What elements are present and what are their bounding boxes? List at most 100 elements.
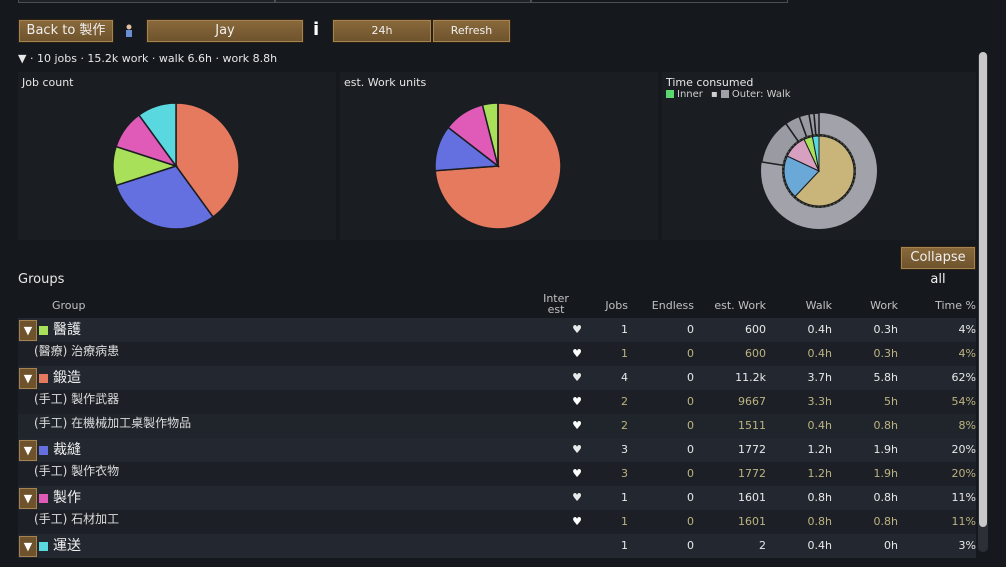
- scrollbar[interactable]: [978, 52, 988, 552]
- cell-endless: 0: [687, 515, 694, 528]
- chart-legend: Inner ▪ Outer: Walk: [666, 89, 791, 100]
- cell-interest[interactable]: ♥: [572, 323, 582, 336]
- cell-work: 0.3h: [873, 347, 898, 360]
- cell-work: 0.3h: [873, 323, 898, 336]
- group-name: 醫護: [53, 322, 81, 338]
- cell-work: 0.8h: [873, 491, 898, 504]
- chart-title: Time consumed: [666, 76, 754, 89]
- cell-est-work: 9667: [738, 395, 766, 408]
- cell-endless: 0: [687, 467, 694, 480]
- cell-interest[interactable]: ♥: [572, 419, 582, 432]
- time-consumed-donut: [760, 112, 877, 229]
- expand-toggle-icon[interactable]: ▼: [19, 488, 37, 509]
- col-group[interactable]: Group: [52, 299, 86, 312]
- cell-interest[interactable]: ♥: [572, 491, 582, 504]
- time-range-button[interactable]: 24h: [332, 19, 432, 43]
- job-name: (醫療) 治療病患: [34, 344, 120, 358]
- cell-est-work: 1511: [738, 419, 766, 432]
- cell-endless: 0: [687, 347, 694, 360]
- back-button[interactable]: Back to 製作: [18, 19, 114, 43]
- cell-time-pct: 4%: [958, 347, 976, 360]
- scrollbar-thumb[interactable]: [979, 52, 987, 527]
- cell-walk: 0.4h: [807, 419, 832, 432]
- expand-toggle-icon[interactable]: ▼: [19, 368, 37, 389]
- cell-work: 0h: [884, 539, 898, 552]
- job-row[interactable]: (手工) 在機械加工桌製作物品 ♥ 2 0 1511 0.4h 0.8h 8%: [18, 414, 976, 438]
- group-name: 運送: [53, 538, 81, 554]
- cell-work: 1.9h: [873, 467, 898, 480]
- cell-time-pct: 4%: [958, 323, 976, 336]
- tab[interactable]: [274, 0, 532, 3]
- est-work-pie: [434, 102, 562, 230]
- summary-line[interactable]: ▼ · 10 jobs · 15.2k work · walk 6.6h · w…: [18, 52, 278, 65]
- expand-toggle-icon[interactable]: ▼: [19, 536, 37, 557]
- legend-item-outer: ▪ Outer: Walk: [710, 89, 791, 100]
- cell-est-work: 1601: [738, 491, 766, 504]
- cell-est-work: 11.2k: [735, 371, 766, 384]
- job-row[interactable]: (手工) 石材加工 ♥ 1 0 1601 0.8h 0.8h 11%: [18, 510, 976, 534]
- pawn-selector-button[interactable]: Jay: [146, 19, 304, 43]
- job-row[interactable]: (醫療) 治療病患 ♥ 1 0 600 0.4h 0.3h 4%: [18, 342, 976, 366]
- col-jobs[interactable]: Jobs: [605, 299, 628, 312]
- group-color-swatch: [39, 326, 48, 335]
- refresh-button[interactable]: Refresh: [432, 19, 511, 43]
- cell-interest[interactable]: ♥: [572, 395, 582, 408]
- cell-interest[interactable]: ♥: [572, 443, 582, 456]
- pawn-icon: [126, 24, 132, 37]
- group-name: 裁縫: [53, 442, 81, 458]
- collapse-all-button[interactable]: Collapse all: [900, 246, 976, 287]
- cell-est-work: 1772: [738, 467, 766, 480]
- cell-walk: 0.8h: [807, 515, 832, 528]
- cell-jobs: 1: [621, 323, 628, 336]
- cell-time-pct: 3%: [958, 539, 976, 552]
- job-name: (手工) 石材加工: [34, 512, 120, 526]
- time-consumed-chart-panel: Time consumed Inner ▪ Outer: Walk: [662, 72, 976, 240]
- job-name: (手工) 製作武器: [34, 392, 120, 406]
- group-row[interactable]: ▼ 鍛造 ♥ 4 0 11.2k 3.7h 5.8h 62%: [18, 366, 976, 390]
- groups-heading: Groups: [18, 272, 65, 287]
- col-time-pct[interactable]: Time %: [935, 299, 976, 312]
- group-color-swatch: [39, 446, 48, 455]
- cell-est-work: 1772: [738, 443, 766, 456]
- col-interest[interactable]: Inter est: [543, 292, 569, 316]
- cell-walk: 3.7h: [807, 371, 832, 384]
- col-work[interactable]: Work: [870, 299, 898, 312]
- group-color-swatch: [39, 542, 48, 551]
- cell-interest[interactable]: ♥: [572, 515, 582, 528]
- group-color-swatch: [39, 374, 48, 383]
- cell-walk: 0.4h: [807, 347, 832, 360]
- cell-endless: 0: [687, 323, 694, 336]
- expand-toggle-icon[interactable]: ▼: [19, 440, 37, 461]
- cell-jobs: 1: [621, 539, 628, 552]
- job-name: (手工) 製作衣物: [34, 464, 120, 478]
- group-row[interactable]: ▼ 運送 1 0 2 0.4h 0h 3%: [18, 534, 976, 558]
- cell-jobs: 1: [621, 491, 628, 504]
- cell-walk: 1.2h: [807, 443, 832, 456]
- col-endless[interactable]: Endless: [651, 299, 694, 312]
- cell-endless: 0: [687, 419, 694, 432]
- cell-time-pct: 11%: [951, 491, 976, 504]
- job-row[interactable]: (手工) 製作衣物 ♥ 3 0 1772 1.2h 1.9h 20%: [18, 462, 976, 486]
- expand-toggle-icon[interactable]: ▼: [19, 320, 37, 341]
- cell-walk: 0.8h: [807, 491, 832, 504]
- group-name: 製作: [53, 490, 81, 506]
- col-est-work[interactable]: est. Work: [714, 299, 766, 312]
- group-row[interactable]: ▼ 製作 ♥ 1 0 1601 0.8h 0.8h 11%: [18, 486, 976, 510]
- tab-active[interactable]: [531, 0, 789, 3]
- cell-jobs: 2: [621, 419, 628, 432]
- groups-table-body: ▼ 醫護 ♥ 1 0 600 0.4h 0.3h 4% (醫療) 治療病患 ♥ 1 0 600 0.4h 0.…: [18, 318, 976, 558]
- job-row[interactable]: (手工) 製作武器 ♥ 2 0 9667 3.3h 5h 54%: [18, 390, 976, 414]
- cell-time-pct: 62%: [951, 371, 976, 384]
- cell-interest[interactable]: ♥: [572, 347, 582, 360]
- cell-jobs: 3: [621, 443, 628, 456]
- cell-jobs: 4: [621, 371, 628, 384]
- col-walk[interactable]: Walk: [805, 299, 832, 312]
- tab[interactable]: [18, 0, 275, 3]
- info-icon[interactable]: i: [313, 19, 320, 40]
- cell-time-pct: 20%: [951, 467, 976, 480]
- group-row[interactable]: ▼ 醫護 ♥ 1 0 600 0.4h 0.3h 4%: [18, 318, 976, 342]
- group-row[interactable]: ▼ 裁縫 ♥ 3 0 1772 1.2h 1.9h 20%: [18, 438, 976, 462]
- cell-interest[interactable]: ♥: [572, 371, 582, 384]
- cell-interest[interactable]: ♥: [572, 467, 582, 480]
- table-header: Group Inter est Jobs Endless est. Work W…: [18, 290, 976, 316]
